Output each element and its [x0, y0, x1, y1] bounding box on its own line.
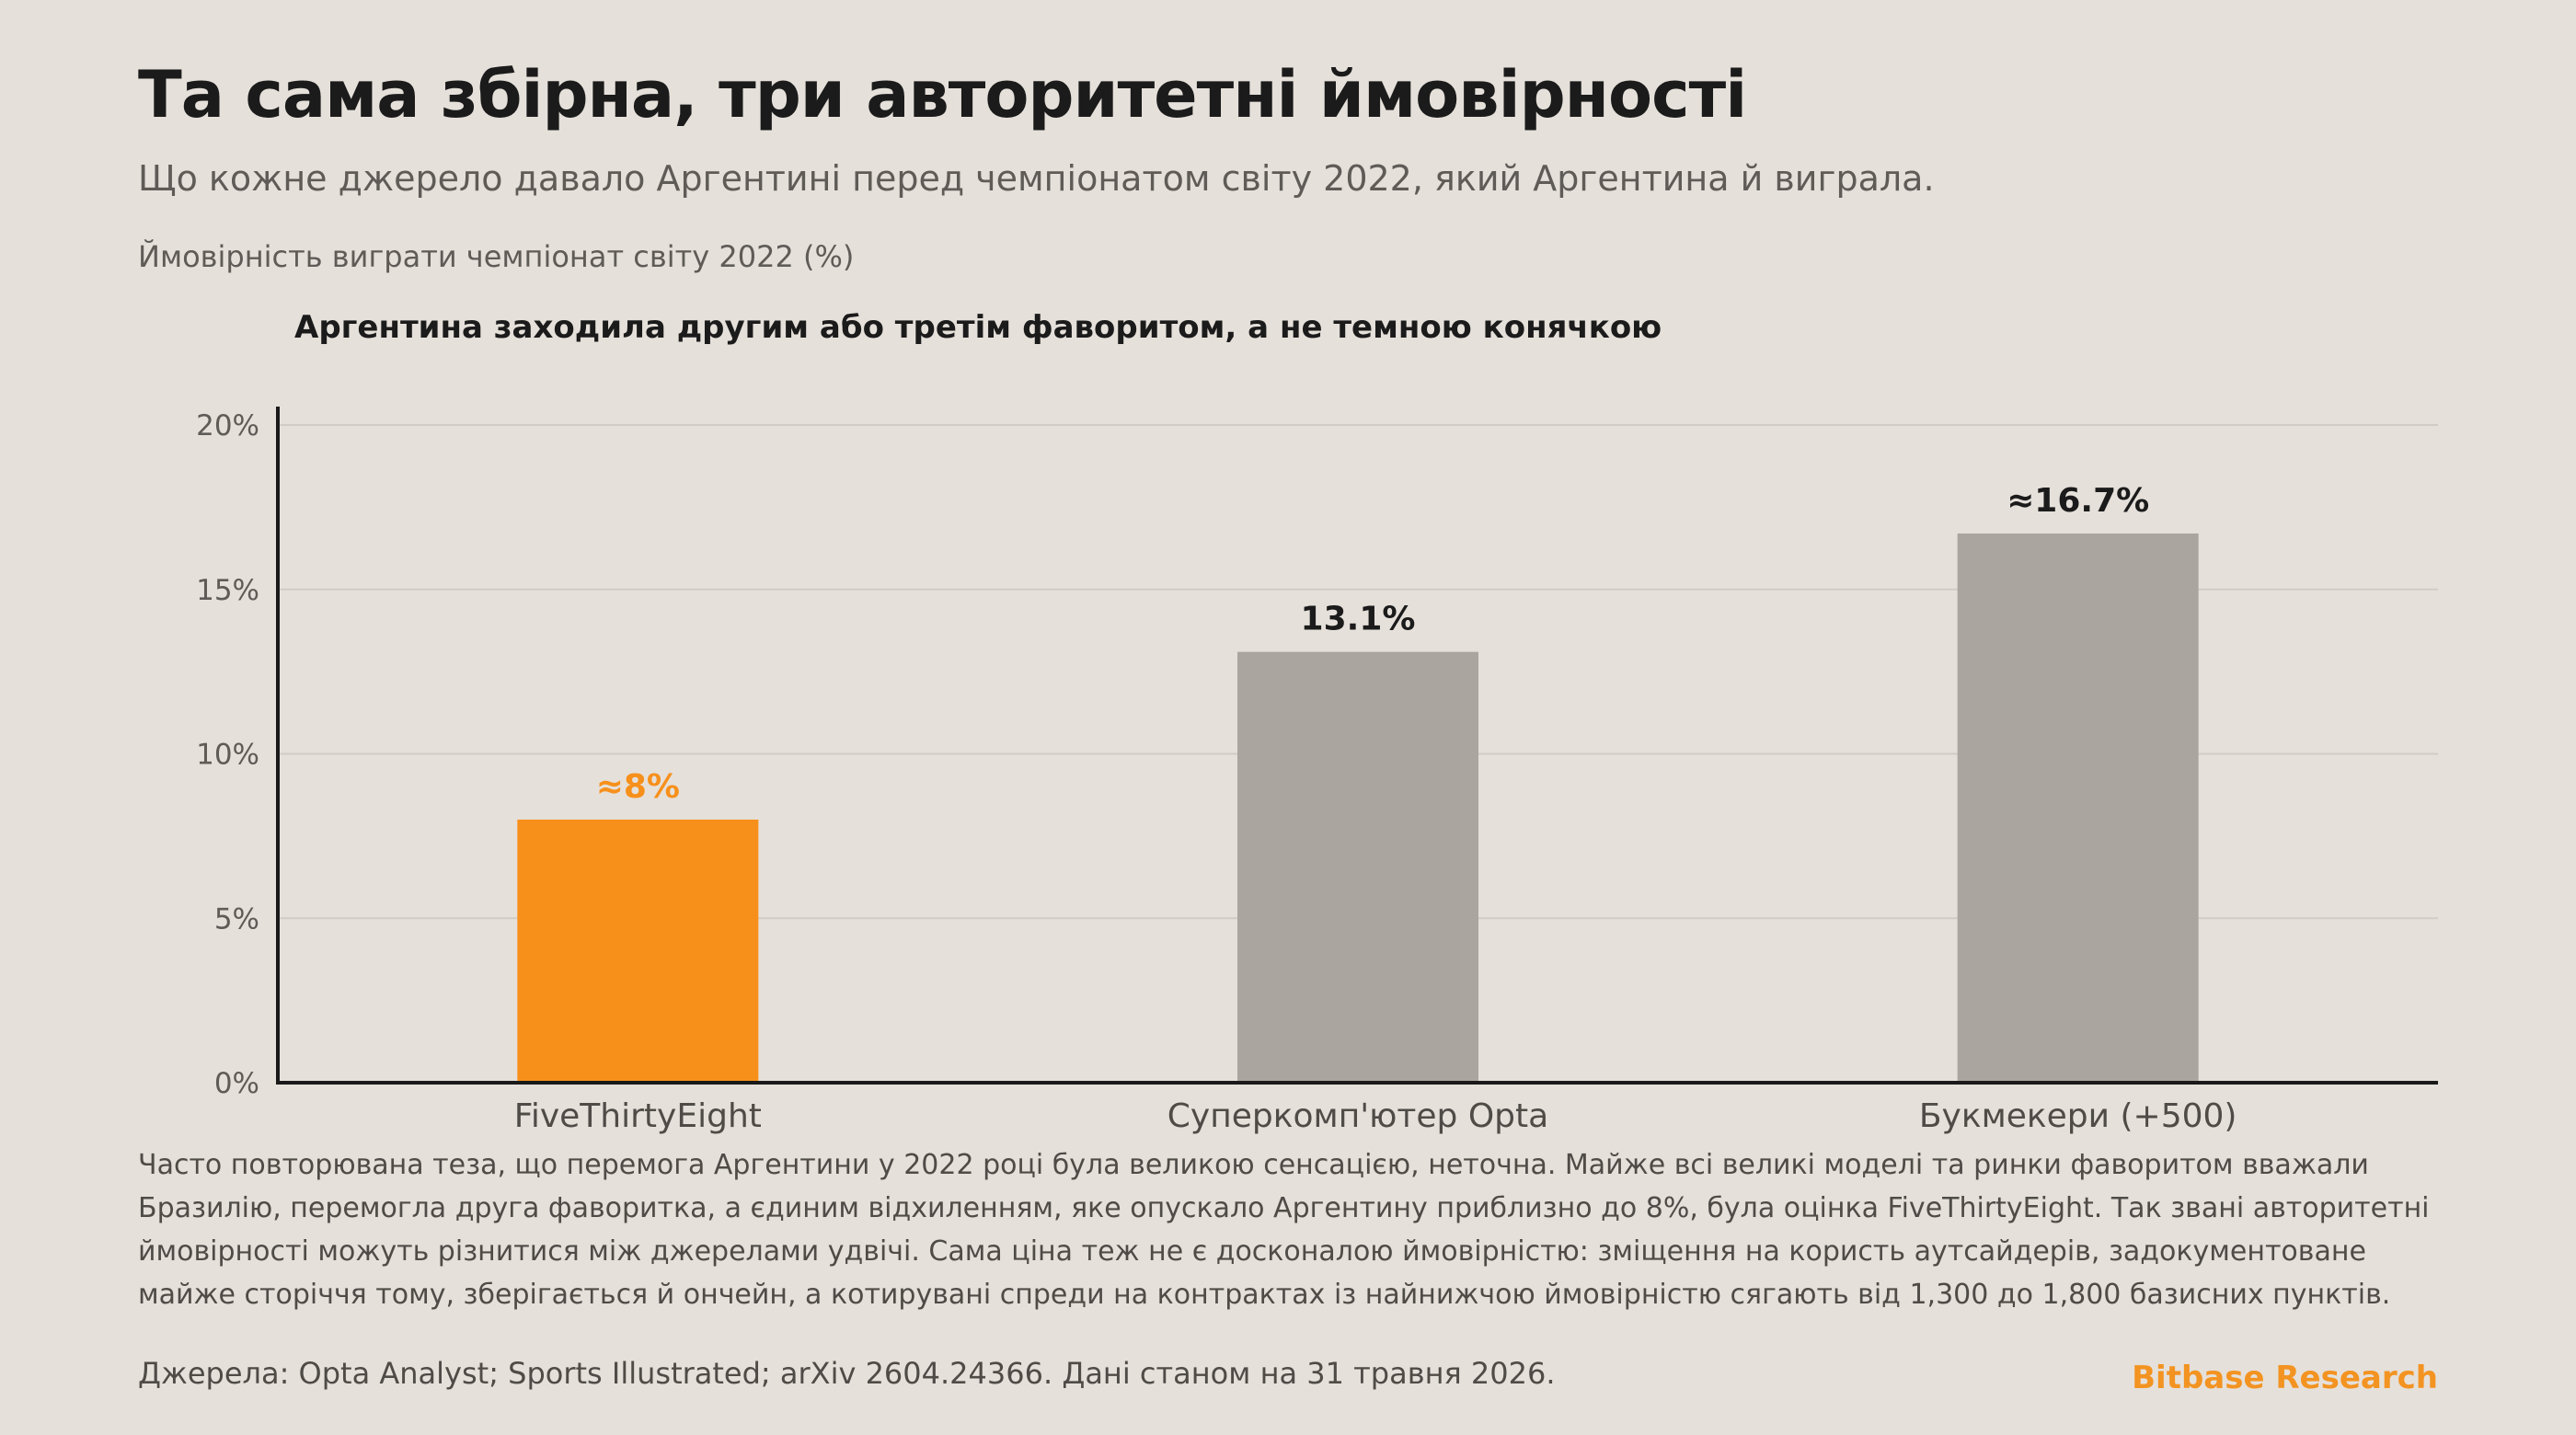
x-tick-label: FiveThirtyEight: [514, 1097, 762, 1135]
y-tick-label: 20%: [196, 409, 259, 442]
brand-logo-text: Bitbase Research: [2132, 1360, 2438, 1396]
bar: [1957, 533, 2199, 1083]
bar: [1237, 651, 1478, 1083]
page-title: Та сама збірна, три авторитетні ймовірно…: [138, 57, 1747, 132]
bar: [517, 820, 759, 1083]
page-subtitle: Що кожне джерело давало Аргентині перед …: [138, 158, 1935, 199]
y-tick-label: 0%: [214, 1067, 259, 1100]
x-tick-label: Букмекери (+500): [1919, 1097, 2237, 1135]
sources-note: Джерела: Opta Analyst; Sports Illustrate…: [138, 1356, 1556, 1391]
body-paragraph: Часто повторювана теза, що перемога Арге…: [138, 1149, 2430, 1311]
y-tick-label: 10%: [196, 739, 259, 772]
x-tick-label: Суперкомп'ютер Opta: [1167, 1097, 1548, 1135]
data-label: ≈16.7%: [2007, 482, 2149, 520]
y-axis-label: Ймовірність виграти чемпіонат світу 2022…: [138, 239, 855, 274]
data-label: 13.1%: [1301, 601, 1416, 638]
y-tick-label: 15%: [196, 574, 259, 607]
bar-chart: 0% 5% 10% 15% 20% ≈8% FiveThirtyEight 13.1% Супе…: [196, 407, 2438, 1135]
data-label: ≈8%: [596, 768, 680, 806]
chart-title: Аргентина заходила другим або третім фав…: [294, 309, 1662, 346]
y-tick-label: 5%: [214, 902, 259, 936]
